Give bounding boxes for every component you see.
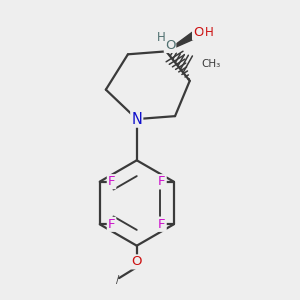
Text: O: O [165, 39, 175, 52]
Text: F: F [158, 218, 166, 231]
Text: O: O [193, 26, 203, 39]
Text: H: H [205, 26, 213, 39]
Text: /: / [116, 274, 119, 285]
Text: F: F [108, 218, 115, 231]
Text: N: N [131, 112, 142, 127]
Text: H: H [157, 31, 166, 44]
Text: F: F [108, 175, 115, 188]
Text: CH₃: CH₃ [201, 59, 220, 69]
Text: F: F [158, 175, 166, 188]
Polygon shape [166, 32, 196, 51]
Text: O: O [131, 255, 142, 268]
